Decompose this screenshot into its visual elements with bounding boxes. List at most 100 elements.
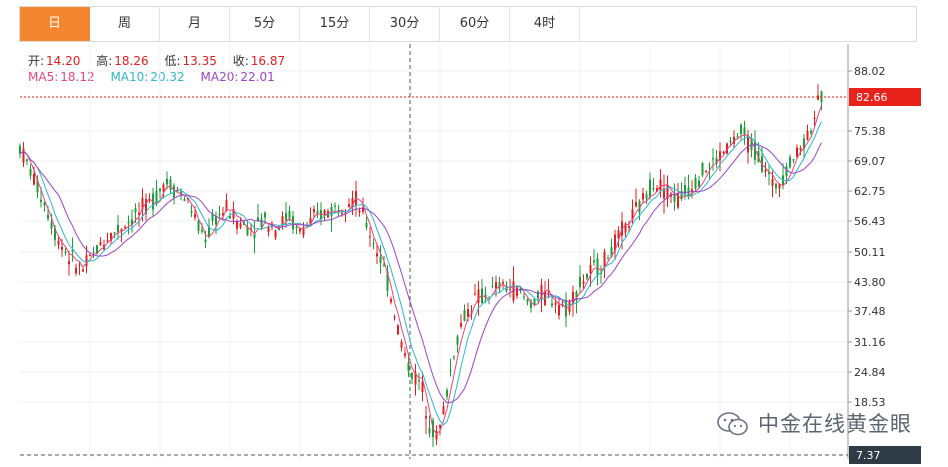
candle-body — [117, 224, 120, 232]
current-price-label: 82.66 — [856, 91, 888, 104]
candle-body — [456, 336, 459, 345]
candle-body — [134, 208, 137, 213]
candle-body — [61, 246, 64, 250]
candle-body — [442, 406, 445, 415]
low-value: 13.35 — [182, 54, 217, 68]
close-label: 收: — [232, 54, 249, 68]
candle-body — [239, 223, 242, 228]
candle-body — [656, 188, 659, 192]
candle-body — [530, 301, 533, 308]
candle-body — [50, 222, 53, 229]
candle-body — [435, 431, 438, 440]
candle-body — [218, 213, 221, 215]
candle-body — [155, 190, 158, 204]
candle-body — [127, 221, 130, 224]
candle-body — [194, 214, 197, 218]
high-value: 18.26 — [114, 54, 149, 68]
timeframe-tabs: 日周月 5分 15分 30分 60分 4时 — [19, 6, 917, 42]
candle-body — [341, 212, 344, 214]
ma5-value: 18.12 — [60, 70, 95, 84]
candle-body — [533, 298, 536, 305]
watermark-text: 中金在线黄金眼 — [758, 412, 912, 436]
candle-body — [323, 210, 326, 216]
candle-body — [628, 226, 631, 228]
candle-body — [390, 299, 393, 303]
candle-body — [516, 287, 519, 296]
candle-body — [691, 189, 694, 192]
candle-body — [645, 194, 648, 199]
candle-body — [680, 191, 683, 200]
candle-body — [99, 242, 102, 246]
candle-body — [803, 138, 806, 150]
candle-body — [666, 185, 669, 200]
candle-body — [603, 251, 606, 268]
ohlc-legend: 开: 14.20 高: 18.26 低: 13.35 收: 16.87 — [28, 52, 287, 69]
tab-5[interactable]: 30分 — [370, 7, 440, 41]
candle-body — [337, 209, 340, 212]
tab-6[interactable]: 60分 — [440, 7, 510, 41]
candle-body — [589, 264, 592, 274]
candle-body — [82, 269, 85, 272]
candle-body — [512, 281, 515, 301]
ma20-line — [19, 142, 822, 404]
tab-4[interactable]: 15分 — [300, 7, 370, 41]
candle-body — [176, 189, 179, 192]
candle-body — [78, 264, 81, 266]
candle-body — [68, 261, 71, 265]
candle-body — [750, 138, 753, 151]
candle-body — [768, 172, 771, 174]
low-label: 低: — [164, 54, 181, 68]
candle-body — [358, 210, 361, 213]
candle-body — [169, 179, 172, 190]
candle-body — [229, 215, 232, 219]
y-tick-label: 37.48 — [854, 305, 886, 318]
candle-body — [460, 322, 463, 327]
candle-body — [596, 258, 599, 276]
candle-body — [201, 230, 204, 232]
candle-body — [799, 147, 802, 151]
candle-body — [740, 124, 743, 134]
tab-3[interactable]: 5分 — [230, 7, 300, 41]
candle-body — [575, 291, 578, 301]
candle-body — [509, 288, 512, 290]
candle-body — [729, 140, 732, 143]
candle-body — [362, 208, 365, 212]
candle-body — [264, 212, 267, 218]
tab-0[interactable]: 日 — [20, 7, 90, 41]
candle-body — [631, 209, 634, 221]
candle-body — [715, 158, 718, 164]
candle-body — [743, 127, 746, 135]
candle-body — [796, 147, 799, 157]
ma20-value: 22.01 — [240, 70, 275, 84]
candle-body — [421, 381, 424, 392]
candle-body — [624, 223, 627, 233]
candle-body — [351, 198, 354, 208]
tab-7[interactable]: 4时 — [510, 7, 580, 41]
candle-body — [701, 163, 704, 176]
candle-body — [649, 179, 652, 198]
candle-body — [526, 299, 529, 303]
candle-body — [547, 292, 550, 294]
candle-body — [663, 188, 666, 199]
candle-body — [775, 183, 778, 189]
candle-body — [211, 213, 214, 221]
candle-body — [225, 200, 228, 211]
candle-body — [708, 165, 711, 167]
candle-body — [159, 188, 162, 192]
candle-body — [764, 169, 767, 172]
candle-body — [124, 226, 127, 229]
y-tick-label: 75.38 — [854, 125, 886, 138]
candle-body — [474, 293, 477, 295]
candle-body — [57, 240, 60, 245]
tab-2[interactable]: 月 — [160, 7, 230, 41]
candle-body — [183, 199, 186, 202]
candle-body — [33, 173, 36, 185]
tab-1[interactable]: 周 — [90, 7, 160, 41]
candle-body — [334, 205, 337, 207]
candle-body — [659, 179, 662, 191]
candle-body — [54, 228, 57, 240]
candle-body — [404, 353, 407, 356]
candle-body — [232, 209, 235, 219]
candle-body — [208, 226, 211, 237]
